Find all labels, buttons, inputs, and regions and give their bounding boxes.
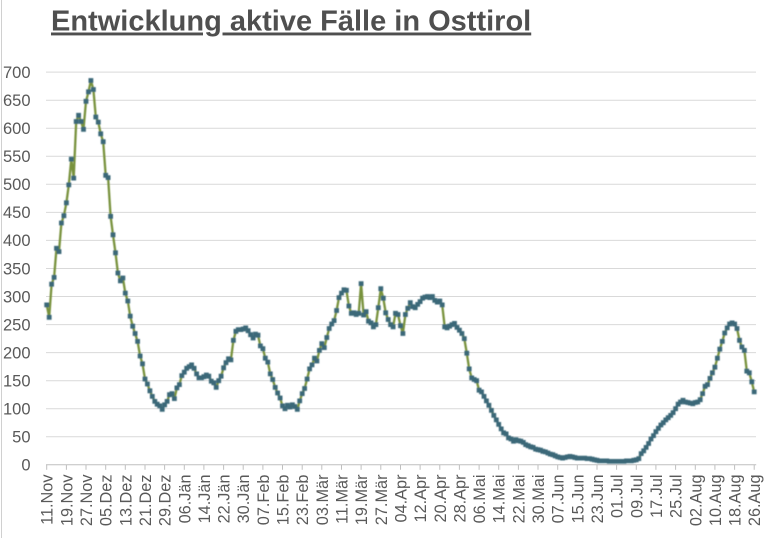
svg-text:06.Mai: 06.Mai <box>471 475 489 524</box>
svg-text:14.Jän: 14.Jän <box>196 475 214 524</box>
svg-text:0: 0 <box>21 457 30 475</box>
svg-text:700: 700 <box>3 64 31 82</box>
svg-text:10.Aug: 10.Aug <box>707 475 725 527</box>
svg-text:09.Jul: 09.Jul <box>628 475 646 518</box>
svg-text:22.Jän: 22.Jän <box>216 475 234 524</box>
svg-text:250: 250 <box>3 316 31 334</box>
svg-text:13.Dez: 13.Dez <box>117 475 135 527</box>
svg-text:27.Mär: 27.Mär <box>373 474 391 525</box>
svg-text:03.Mär: 03.Mär <box>314 474 332 525</box>
svg-text:150: 150 <box>3 373 31 391</box>
svg-text:17.Jul: 17.Jul <box>648 475 666 518</box>
svg-text:350: 350 <box>3 260 31 278</box>
svg-text:01.Jul: 01.Jul <box>609 475 627 518</box>
svg-text:05.Dez: 05.Dez <box>98 475 116 527</box>
svg-text:50: 50 <box>12 429 30 447</box>
svg-text:100: 100 <box>3 401 31 419</box>
svg-text:19.Mär: 19.Mär <box>353 474 371 525</box>
svg-text:23.Jun: 23.Jun <box>589 475 607 524</box>
svg-text:300: 300 <box>3 288 31 306</box>
svg-text:25.Jul: 25.Jul <box>668 475 686 518</box>
svg-text:30.Mai: 30.Mai <box>530 475 548 524</box>
svg-text:11.Nov: 11.Nov <box>39 474 57 525</box>
svg-text:20.Apr: 20.Apr <box>432 474 450 523</box>
svg-text:650: 650 <box>3 92 31 110</box>
svg-text:22.Mai: 22.Mai <box>510 475 528 524</box>
svg-text:400: 400 <box>3 232 31 250</box>
svg-text:14.Mai: 14.Mai <box>491 475 509 524</box>
svg-text:07.Jun: 07.Jun <box>550 475 568 524</box>
svg-text:02.Aug: 02.Aug <box>687 475 705 527</box>
svg-text:28.Apr: 28.Apr <box>451 474 469 523</box>
svg-text:06.Jän: 06.Jän <box>176 475 194 524</box>
svg-text:19.Nov: 19.Nov <box>58 474 76 526</box>
svg-text:27.Nov: 27.Nov <box>78 474 96 526</box>
svg-text:04.Apr: 04.Apr <box>393 474 411 523</box>
svg-text:600: 600 <box>3 120 31 138</box>
svg-text:15.Feb: 15.Feb <box>275 475 293 526</box>
svg-text:21.Dez: 21.Dez <box>137 475 155 527</box>
svg-text:200: 200 <box>3 344 31 362</box>
svg-text:23.Feb: 23.Feb <box>294 475 312 526</box>
svg-text:18.Aug: 18.Aug <box>727 475 745 527</box>
svg-text:450: 450 <box>3 204 31 222</box>
svg-text:29.Dez: 29.Dez <box>157 475 175 527</box>
svg-text:30.Jän: 30.Jän <box>235 475 253 524</box>
svg-text:26.Aug: 26.Aug <box>746 475 764 527</box>
svg-text:Entwicklung aktive Fälle in Os: Entwicklung aktive Fälle in Osttirol <box>51 6 531 38</box>
svg-text:15.Jun: 15.Jun <box>569 475 587 524</box>
svg-text:550: 550 <box>3 148 31 166</box>
svg-text:12.Apr: 12.Apr <box>412 474 430 523</box>
svg-text:500: 500 <box>3 176 31 194</box>
svg-text:11.Mär: 11.Mär <box>334 474 352 524</box>
svg-text:07.Feb: 07.Feb <box>255 475 273 526</box>
